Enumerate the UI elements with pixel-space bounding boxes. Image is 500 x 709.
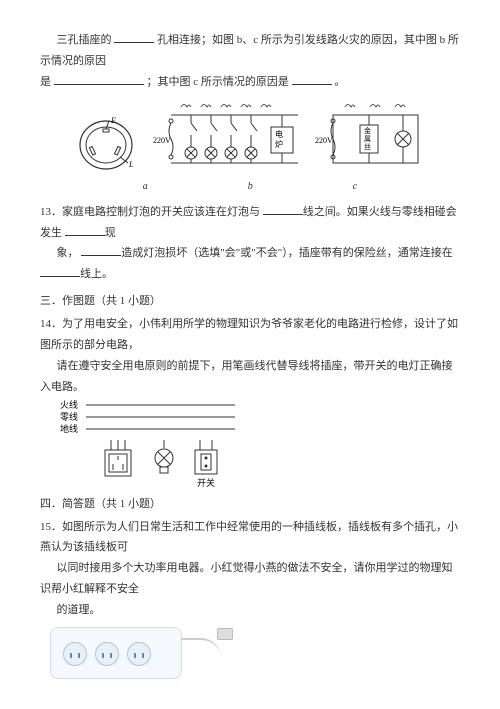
- q13-num: 13．: [40, 206, 62, 218]
- label-220v: 220V: [153, 136, 171, 145]
- blank: [40, 265, 80, 277]
- label-stove-2: 炉: [275, 139, 283, 149]
- section4-title: 四．简答题（共 1 小题）: [40, 494, 460, 515]
- q12-text-2c: 。: [334, 76, 345, 88]
- figure-c-circuit: 220V 金 属 丝: [315, 101, 425, 173]
- q14-line1: 14．为了用电安全，小伟利用所学的物理知识为爷爷家老化的电路进行检修，设计了如图…: [40, 314, 460, 356]
- figure-a-socket: E L: [76, 111, 141, 173]
- label-stove-1: 电: [275, 129, 283, 139]
- q12-line1: 三孔插座的 孔相连接；如图 b、c 所示为引发线路火灾的原因，其中图 b 所示情…: [40, 30, 460, 72]
- q13-c: 现: [105, 227, 116, 239]
- figure-b-circuit: 220V 电 炉: [153, 101, 303, 173]
- q13-d: 象，: [57, 247, 79, 259]
- q14-a: 为了用电安全，小伟利用所学的物理知识为爷爷家老化的电路进行检修，设计了如图所示的…: [40, 318, 458, 351]
- label-fire: 火线: [60, 399, 78, 410]
- q14-figure: 火线 零线 地线 开关: [60, 398, 260, 488]
- q12-line2: 是 ；其中图 c 所示情况的原因是 。: [40, 72, 460, 93]
- fig-label-c: c: [353, 177, 357, 196]
- fig-label-b: b: [248, 177, 253, 196]
- blank: [81, 244, 121, 256]
- q12-text-2b: ；其中图 c 所示情况的原因是: [147, 76, 289, 88]
- q12-figures: E L 220V: [40, 101, 460, 173]
- q13: 13．家庭电路控制灯泡的开关应该连在灯泡与 线之间。如果火线与零线相碰会发生 现: [40, 202, 460, 244]
- fig-label-a: a: [143, 177, 148, 196]
- socket-1: [63, 642, 87, 666]
- label-220v-c: 220V: [315, 136, 333, 145]
- q15-a: 如图所示为人们日常生活和工作中经常使用的一种插线板，插线板有多个插孔，小燕认为该…: [40, 521, 458, 554]
- q13-f: 线上。: [80, 268, 113, 280]
- label-E: E: [110, 116, 116, 125]
- blank: [114, 31, 154, 43]
- blank: [65, 224, 105, 236]
- q15-line3: 的道理。: [40, 600, 460, 621]
- socket-3: [127, 642, 151, 666]
- label-metal-3: 丝: [364, 142, 371, 151]
- powerstrip-image: [50, 627, 182, 679]
- section3-title: 三．作图题（共 1 小题）: [40, 291, 460, 312]
- label-L: L: [128, 160, 134, 169]
- label-neutral: 零线: [60, 411, 78, 422]
- powerstrip-plug: [217, 628, 233, 640]
- q12-text-1a: 三孔插座的: [57, 34, 112, 46]
- blank: [263, 203, 303, 215]
- q14-num: 14．: [40, 318, 62, 330]
- q13-e: 造成灯泡损坏（选填"会"或"不会"），插座带有的保险丝，通常连接在: [121, 247, 452, 259]
- q12-text-2a: 是: [40, 76, 51, 88]
- q12-figure-labels: a b c: [40, 177, 460, 196]
- powerstrip-cord: [181, 638, 221, 660]
- label-switch: 开关: [197, 477, 215, 488]
- q15-num: 15．: [40, 521, 62, 533]
- q15-line1: 15．如图所示为人们日常生活和工作中经常使用的一种插线板，插线板有多个插孔，小燕…: [40, 517, 460, 559]
- blank: [54, 73, 144, 85]
- socket-2: [95, 642, 119, 666]
- label-metal-2: 属: [364, 135, 371, 143]
- label-metal-1: 金: [364, 126, 371, 135]
- q13-cont: 象， 造成灯泡损坏（选填"会"或"不会"），插座带有的保险丝，通常连接在 线上。: [40, 243, 460, 285]
- q13-a: 家庭电路控制灯泡的开关应该连在灯泡与: [62, 206, 260, 218]
- blank: [292, 73, 332, 85]
- label-ground: 地线: [60, 423, 78, 434]
- q14-line2: 请在遵守安全用电原则的前提下，用笔画线代替导线将插座，带开关的电灯正确接入电路。: [40, 356, 460, 398]
